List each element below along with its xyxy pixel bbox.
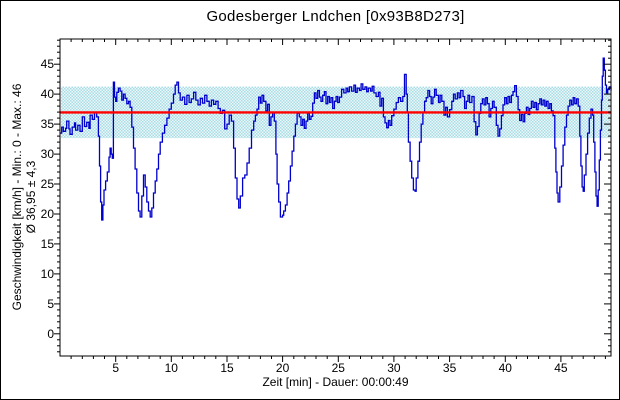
x-tick-label: 5 xyxy=(112,361,119,375)
x-tick-label: 35 xyxy=(443,361,457,375)
x-tick-label: 30 xyxy=(387,361,401,375)
speed-trace xyxy=(60,57,612,221)
y-tick-label: 30 xyxy=(41,147,55,161)
y-tick-label: 20 xyxy=(41,207,55,221)
x-tick-label: 20 xyxy=(276,361,290,375)
y-tick-label: 0 xyxy=(47,327,54,341)
y-tick-label: 35 xyxy=(41,117,55,131)
y-tick-label: 10 xyxy=(41,267,55,281)
chart-title: Godesberger Lndchen [0x93B8D273] xyxy=(206,8,465,25)
y-tick-label: 45 xyxy=(41,57,55,71)
y-tick-label: 40 xyxy=(41,87,55,101)
x-tick-label: 25 xyxy=(332,361,346,375)
y-tick-label: 15 xyxy=(41,237,55,251)
x-tick-label: 15 xyxy=(220,361,234,375)
x-tick-label: 10 xyxy=(165,361,179,375)
y-tick-label: 25 xyxy=(41,177,55,191)
x-tick-label: 45 xyxy=(554,361,568,375)
x-tick-label: 40 xyxy=(499,361,513,375)
x-axis-label: Zeit [min] - Dauer: 00:00:49 xyxy=(262,375,409,389)
y-tick-label: 5 xyxy=(47,297,54,311)
plot-frame xyxy=(59,38,612,357)
